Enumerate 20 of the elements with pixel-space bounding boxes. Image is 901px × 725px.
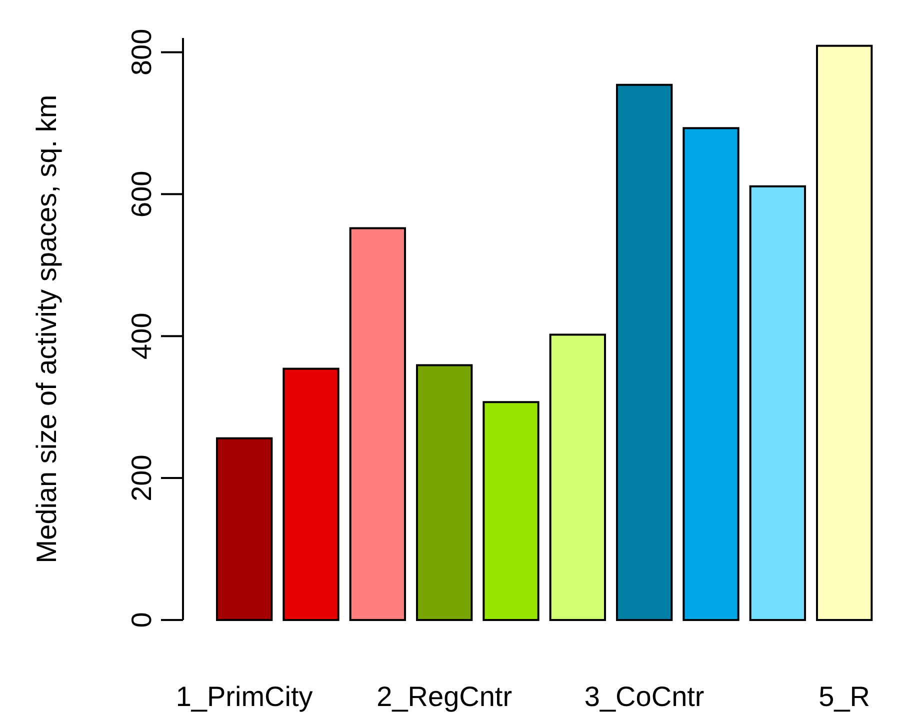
bar [482,401,540,621]
y-tick-label: 0 [126,612,157,628]
bar [549,334,606,621]
x-tick-label: 3_CoCntr [584,681,704,712]
y-tick-label: 600 [126,170,157,218]
bar [749,185,806,621]
x-tick-label: 5_R [818,681,870,712]
bar [682,127,740,621]
bar [816,44,873,621]
bar [282,368,340,621]
bar [349,227,406,621]
bar [616,84,673,621]
y-tick-label: 400 [126,312,157,360]
x-tick-label: 2_RegCntr [376,681,512,712]
bar [216,437,273,621]
y-tick-label: 800 [126,28,157,76]
y-tick-label: 200 [126,454,157,502]
y-axis-title: Median size of activity spaces, sq. km [31,94,62,564]
x-tick-label: 1_PrimCity [176,681,313,712]
bar [416,364,473,621]
